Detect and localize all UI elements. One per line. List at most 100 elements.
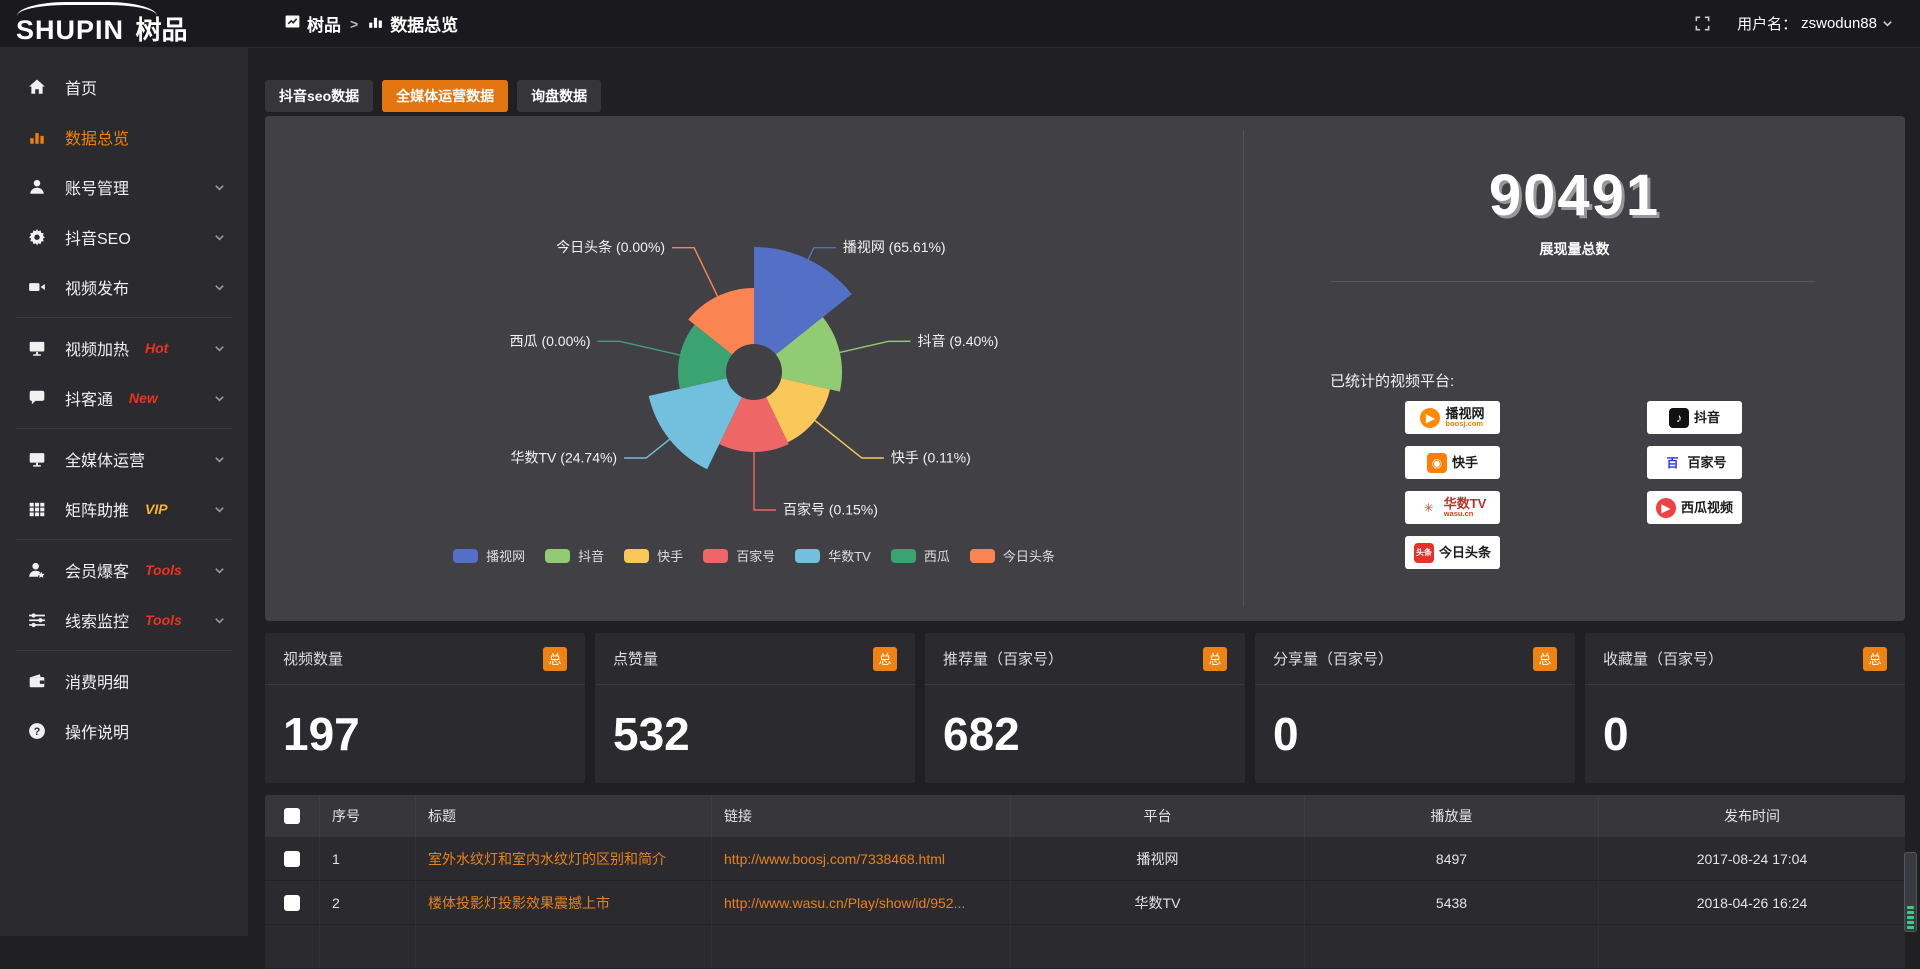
video-title-link[interactable]: 楼体投影灯投影效果震撼上市 [416, 881, 712, 924]
platform-name: 华数TV [1444, 497, 1487, 511]
pie-label-line [840, 341, 911, 352]
sidebar-item-chart[interactable]: 数据总览 [0, 112, 248, 162]
platform-right-badge-0: ♪抖音 [1647, 401, 1742, 434]
legend-label: 快手 [657, 546, 683, 565]
row-checkbox[interactable] [284, 851, 300, 867]
pie-label-line [672, 248, 718, 297]
chart-legend: 播视网 抖音 快手 百家号 华数TV 西瓜 今日头条 [265, 546, 1243, 565]
stat-card-header: 推荐量（百家号）总 [925, 633, 1245, 685]
user-icon [28, 178, 48, 196]
breadcrumb-item-current[interactable]: 数据总览 [367, 11, 458, 36]
username-prefix: 用户名： [1737, 13, 1797, 34]
chevron-down-icon [213, 342, 226, 355]
sidebar-item-label: 操作说明 [65, 719, 129, 743]
stat-card-label: 分享量（百家号） [1273, 648, 1393, 669]
legend-swatch [970, 549, 995, 563]
sidebar-item-label: 全媒体运营 [65, 447, 145, 471]
fullscreen-icon[interactable] [1694, 15, 1711, 32]
platform-badge-text: 今日头条 [1439, 546, 1491, 560]
chart-bar-icon [367, 13, 384, 35]
row-checkbox[interactable] [284, 895, 300, 911]
legend-item-0[interactable]: 播视网 [453, 546, 525, 565]
sidebar-item-label: 线索监控 [65, 608, 129, 632]
platform-badge-text: 百家号 [1687, 456, 1726, 470]
platform-rose-chart: 播视网 (65.61%)抖音 (9.40%)快手 (0.11%)百家号 (0.1… [265, 116, 1243, 621]
sidebar-item-video[interactable]: 视频发布 [0, 262, 248, 312]
sidebar-item-label: 数据总览 [65, 125, 129, 149]
legend-swatch [703, 549, 728, 563]
video-url-link[interactable]: http://www.boosj.com/7338468.html [712, 837, 1011, 880]
table-cell [1305, 925, 1599, 968]
legend-swatch [891, 549, 916, 563]
table-cell [416, 925, 712, 968]
scroll-widget[interactable] [1904, 852, 1917, 932]
legend-item-6[interactable]: 今日头条 [970, 546, 1055, 565]
legend-swatch [453, 549, 478, 563]
legend-item-1[interactable]: 抖音 [545, 546, 604, 565]
sidebar-item-label: 抖音SEO [65, 225, 131, 249]
platform-logo-icon: ✳ [1419, 498, 1439, 518]
table-cell: 2018-04-26 16:24 [1599, 881, 1905, 924]
logo-text-cn: 树品 [135, 15, 187, 45]
legend-label: 今日头条 [1003, 546, 1055, 565]
select-all-checkbox[interactable] [284, 808, 300, 824]
breadcrumb-item-home[interactable]: 树品 [284, 11, 341, 36]
pie-slice-4[interactable] [649, 378, 742, 469]
member-icon [28, 561, 48, 579]
legend-item-5[interactable]: 西瓜 [891, 546, 950, 565]
legend-swatch [545, 549, 570, 563]
platform-logo-icon: 百 [1662, 453, 1682, 473]
sidebar-item-user[interactable]: 账号管理 [0, 162, 248, 212]
video-url-link[interactable]: http://www.wasu.cn/Play/show/id/952... [712, 881, 1011, 924]
legend-item-3[interactable]: 百家号 [703, 546, 775, 565]
breadcrumb: 树品 > 数据总览 [284, 11, 458, 36]
stat-card-value: 0 [1255, 685, 1575, 761]
wallet-icon [28, 672, 48, 690]
sidebar-item-label: 视频加热 [65, 336, 129, 360]
sidebar-item-home[interactable]: 首页 [0, 62, 248, 112]
table-cell [1011, 925, 1305, 968]
chevron-down-icon [213, 231, 226, 244]
video-title-link[interactable]: 室外水纹灯和室内水纹灯的区别和简介 [416, 837, 712, 880]
total-impressions-label: 展现量总数 [1244, 239, 1905, 259]
legend-item-2[interactable]: 快手 [624, 546, 683, 565]
sidebar-item-label: 会员爆客 [65, 558, 129, 582]
total-impressions-value: 90491 [1244, 162, 1905, 229]
tab-1[interactable]: 全媒体运营数据 [382, 80, 508, 112]
table-cell: 播视网 [1011, 837, 1305, 880]
table-header-cell: 平台 [1011, 795, 1305, 837]
stat-card-total-badge: 总 [543, 647, 567, 671]
sidebar-divider [16, 317, 232, 318]
chevron-down-icon [213, 614, 226, 627]
legend-label: 抖音 [578, 546, 604, 565]
user-menu[interactable]: 用户名： zswodun88 [1737, 13, 1894, 34]
platforms-title: 已统计的视频平台: [1330, 370, 1905, 391]
table-cell: 5438 [1305, 881, 1599, 924]
sidebar-item-help[interactable]: ?操作说明 [0, 706, 248, 756]
sliders-icon [28, 611, 48, 629]
tab-2[interactable]: 询盘数据 [517, 80, 601, 112]
sidebar-item-display[interactable]: 全媒体运营 [0, 434, 248, 484]
sidebar-item-wallet[interactable]: 消费明细 [0, 656, 248, 706]
table-cell: 2017-08-24 17:04 [1599, 837, 1905, 880]
table-cell: 1 [320, 837, 416, 880]
sidebar-item-gear[interactable]: 抖音SEO [0, 212, 248, 262]
tab-0[interactable]: 抖音seo数据 [265, 80, 373, 112]
app-logo[interactable]: SHUPIN 树品 [0, 1, 248, 47]
pie-label: 西瓜 (0.00%) [510, 333, 591, 349]
logo-text-en: SHUPIN [16, 15, 124, 45]
grid-icon [28, 500, 48, 518]
gear-icon [28, 228, 48, 246]
legend-item-4[interactable]: 华数TV [795, 546, 871, 565]
